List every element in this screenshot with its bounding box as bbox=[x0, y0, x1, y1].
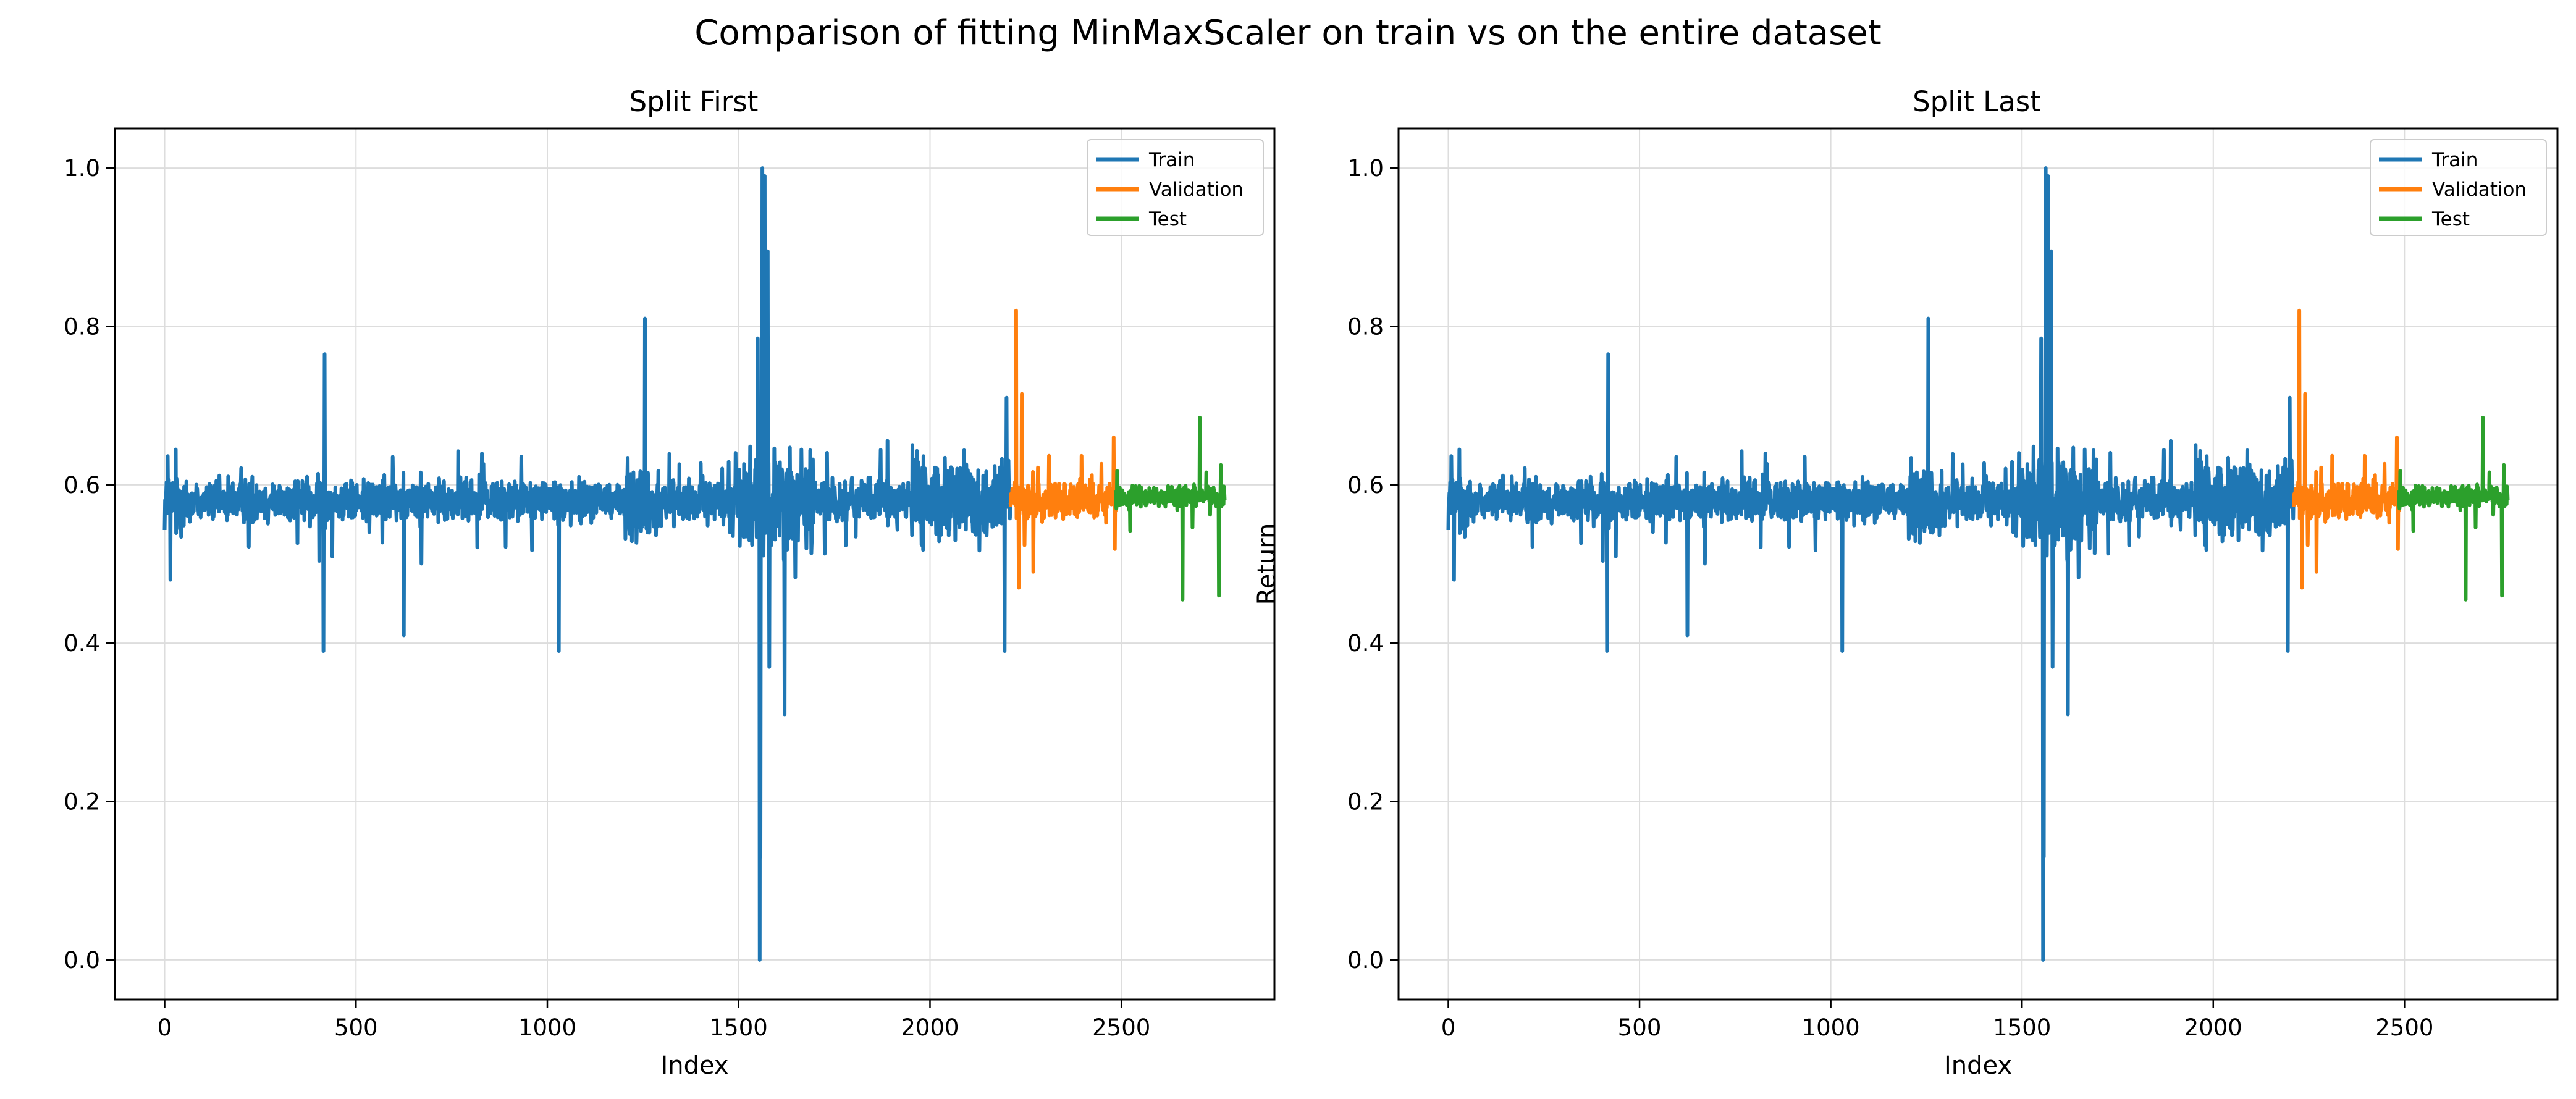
series-line-train bbox=[162, 166, 1012, 962]
legend-label-train: Train bbox=[2431, 149, 2478, 171]
subplot-title: Split First bbox=[629, 85, 759, 118]
y-tick-label: 0.8 bbox=[1347, 313, 1384, 340]
legend-label-test: Test bbox=[1148, 208, 1187, 230]
x-tick-label: 2000 bbox=[2184, 1014, 2242, 1041]
y-tick-label: 0.8 bbox=[64, 313, 100, 340]
x-tick-label: 500 bbox=[334, 1014, 378, 1041]
legend: Train Validation Test bbox=[1087, 139, 1264, 236]
y-tick-label: 0.2 bbox=[64, 789, 100, 815]
series-line-validation bbox=[2291, 308, 2401, 590]
axes-frame bbox=[1397, 127, 2559, 1001]
subplot-split-first: Split First 0 500 1000 1500 2000 2500 0.0 0.2 0.… bbox=[64, 85, 1276, 1080]
legend: Train Validation Test bbox=[2370, 139, 2547, 236]
legend-label-validation: Validation bbox=[1149, 179, 1244, 201]
x-axis-label: Index bbox=[660, 1051, 728, 1080]
legend-box bbox=[2370, 139, 2547, 236]
legend-box bbox=[1087, 139, 1264, 236]
x-axis-label: Index bbox=[1944, 1051, 2012, 1080]
axes-frame bbox=[114, 127, 1276, 1001]
x-tick-label: 2500 bbox=[2375, 1014, 2433, 1041]
x-tick-label: 1000 bbox=[518, 1014, 576, 1041]
y-tick-label: 0.6 bbox=[64, 472, 100, 499]
series-line-test bbox=[2397, 415, 2510, 602]
y-tick-label: 1.0 bbox=[1347, 155, 1384, 182]
y-axis-label: Return bbox=[1253, 523, 1281, 605]
y-tick-label: 0.0 bbox=[1347, 947, 1384, 974]
x-tick-label: 2000 bbox=[901, 1014, 959, 1041]
x-tick-label: 0 bbox=[1441, 1014, 1456, 1041]
series-line-train bbox=[1446, 166, 2296, 962]
y-tick-label: 0.2 bbox=[1347, 789, 1384, 815]
y-tick-label: 1.0 bbox=[64, 155, 100, 182]
x-tick-label: 0 bbox=[158, 1014, 172, 1041]
x-tick-label: 1500 bbox=[1993, 1014, 2051, 1041]
x-tick-label: 500 bbox=[1618, 1014, 1662, 1041]
figure-suptitle: Comparison of fitting MinMaxScaler on tr… bbox=[694, 13, 1881, 53]
y-tick-label: 0.6 bbox=[1347, 472, 1384, 499]
x-tick-label: 1500 bbox=[710, 1014, 768, 1041]
series-line-validation bbox=[1008, 308, 1118, 590]
legend-label-train: Train bbox=[1148, 149, 1195, 171]
series-line-test bbox=[1113, 415, 1227, 602]
y-tick-label: 0.4 bbox=[64, 630, 100, 657]
x-tick-label: 2500 bbox=[1092, 1014, 1150, 1041]
y-tick-label: 0.0 bbox=[64, 947, 100, 974]
legend-label-test: Test bbox=[2431, 208, 2470, 230]
x-tick-label: 1000 bbox=[1802, 1014, 1860, 1041]
y-tick-label: 0.4 bbox=[1347, 630, 1384, 657]
subplot-title: Split Last bbox=[1913, 85, 2041, 118]
legend-label-validation: Validation bbox=[2432, 179, 2527, 201]
subplot-split-last: Split Last 0 500 1000 1500 2000 2500 0.0 0.2 0.4… bbox=[1253, 85, 2559, 1080]
